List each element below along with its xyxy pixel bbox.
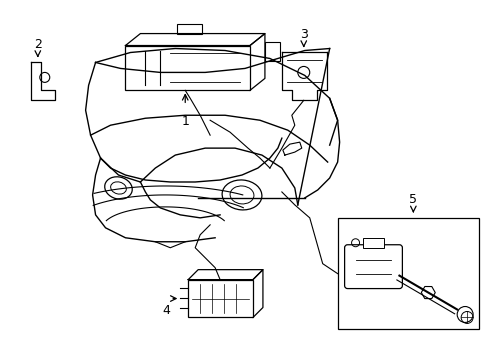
Bar [125, 45, 249, 90]
Text: 1: 1 [181, 115, 189, 128]
Bar [362, 238, 384, 248]
FancyBboxPatch shape [344, 245, 402, 289]
Bar [177, 24, 202, 33]
Bar [337, 218, 478, 329]
Bar [264, 41, 279, 62]
Text: 5: 5 [408, 193, 416, 206]
Text: 3: 3 [299, 28, 307, 41]
Text: 2: 2 [34, 37, 41, 50]
Bar [188, 280, 252, 318]
Text: 4: 4 [162, 304, 170, 317]
